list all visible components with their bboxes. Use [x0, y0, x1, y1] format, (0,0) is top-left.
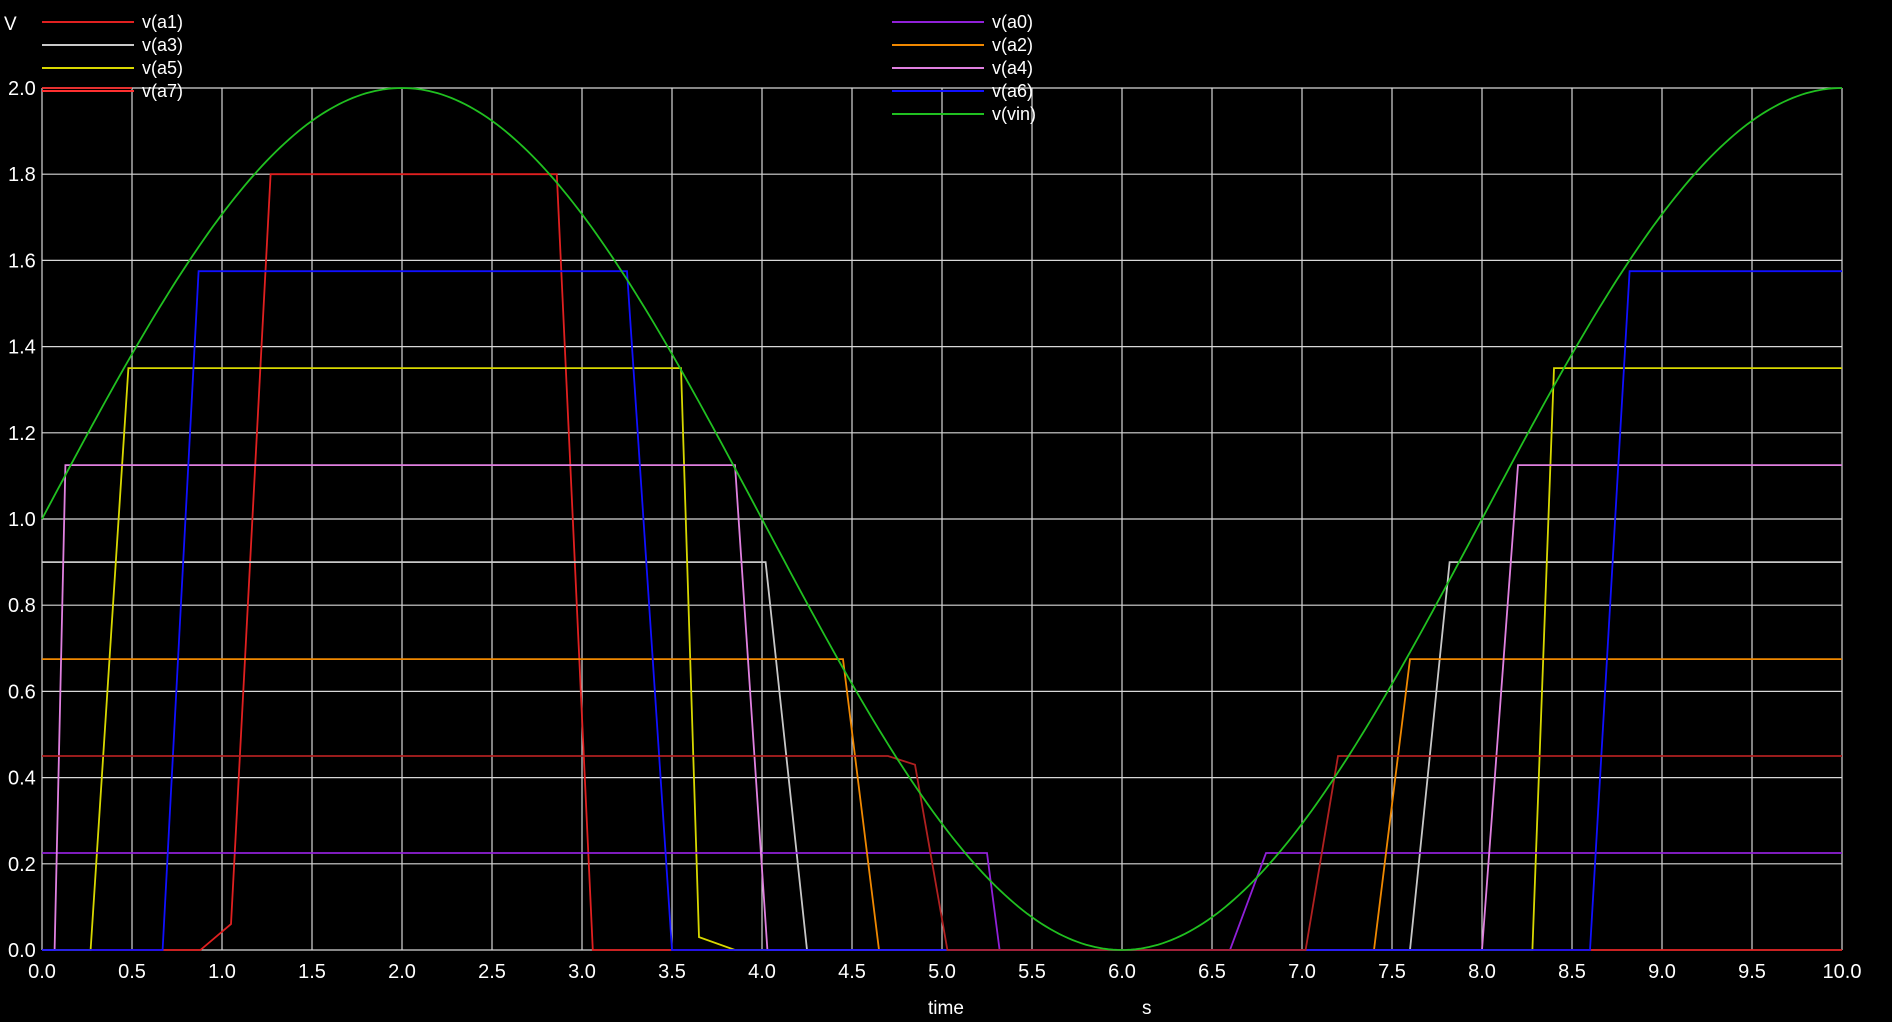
series-layer	[41, 87, 1843, 951]
y-tick-label: 1.2	[8, 423, 36, 445]
x-tick-label: 4.0	[748, 961, 776, 983]
x-tick-label: 8.5	[1558, 961, 1586, 983]
y-tick-labels: 0.0 0.2 0.4 0.6 0.8 1.0 1.2 1.4 1.6 1.8 2.0	[8, 78, 36, 962]
x-tick-label: 9.0	[1648, 961, 1676, 983]
legend: v(a1) v(a3) v(a5) v(a7) v(a0) v(a2) v(a4) v(a6)…	[42, 12, 1036, 124]
y-tick-label: 0.8	[8, 595, 36, 617]
x-tick-label: 1.5	[298, 961, 326, 983]
legend-label: v(a1)	[142, 12, 183, 32]
x-tick-label: 10.0	[1823, 961, 1862, 983]
legend-label: v(a2)	[992, 35, 1033, 55]
y-unit-label: V	[4, 14, 17, 35]
x-unit-label: s	[1142, 998, 1152, 1019]
x-tick-labels: 0.0 0.5 1.0 1.5 2.0 2.5 3.0 3.5 4.0 4.5 5.0 5.5 6.0 6…	[28, 961, 1861, 983]
series-line-va4	[42, 464, 1842, 951]
y-tick-label: 0.6	[8, 681, 36, 703]
legend-label: v(a0)	[992, 12, 1033, 32]
x-axis-label: time	[928, 998, 964, 1019]
series-line-va8	[42, 755, 1842, 951]
x-tick-label: 6.5	[1198, 961, 1226, 983]
x-tick-label: 0.5	[118, 961, 146, 983]
legend-label: v(vin)	[992, 104, 1036, 124]
legend-label: v(a7)	[142, 81, 183, 101]
y-tick-label: 1.0	[8, 509, 36, 531]
x-tick-label: 6.0	[1108, 961, 1136, 983]
x-tick-label: 5.0	[928, 961, 956, 983]
plot-grid	[41, 87, 1843, 951]
series-line-vvin	[41, 87, 1843, 951]
y-tick-label: 0.0	[8, 940, 36, 962]
y-tick-label: 1.6	[8, 250, 36, 272]
x-tick-label: 9.5	[1738, 961, 1766, 983]
y-tick-label: 0.4	[8, 768, 36, 790]
x-tick-label: 4.5	[838, 961, 866, 983]
x-tick-label: 3.0	[568, 961, 596, 983]
x-tick-label: 5.5	[1018, 961, 1046, 983]
series-line-va1	[42, 173, 1842, 951]
x-tick-label: 8.0	[1468, 961, 1496, 983]
y-tick-label: 1.8	[8, 164, 36, 186]
x-tick-label: 3.5	[658, 961, 686, 983]
y-tick-label: 0.2	[8, 854, 36, 876]
x-tick-label: 7.0	[1288, 961, 1316, 983]
legend-label: v(a6)	[992, 81, 1033, 101]
x-tick-label: 7.5	[1378, 961, 1406, 983]
x-tick-label: 1.0	[208, 961, 236, 983]
series-line-va6	[42, 270, 1842, 951]
legend-label: v(a4)	[992, 58, 1033, 78]
x-tick-label: 0.0	[28, 961, 56, 983]
x-tick-label: 2.0	[388, 961, 416, 983]
x-tick-label: 2.5	[478, 961, 506, 983]
legend-label: v(a5)	[142, 58, 183, 78]
legend-label: v(a3)	[142, 35, 183, 55]
y-tick-label: 1.4	[8, 337, 36, 359]
y-tick-label: 2.0	[8, 78, 36, 100]
